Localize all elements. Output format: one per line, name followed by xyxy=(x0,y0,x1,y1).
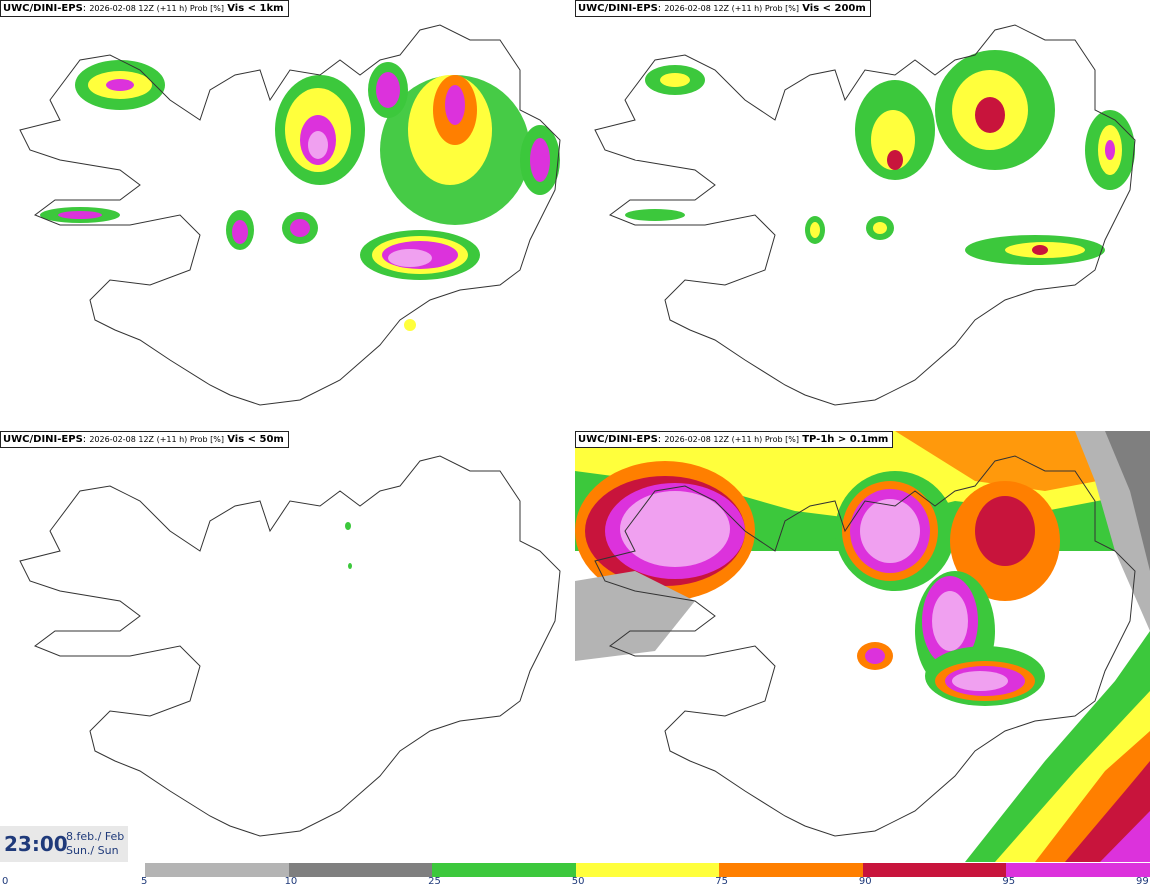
legend-tick-label: 10 xyxy=(284,876,298,887)
legend-tick-label: 5 xyxy=(141,876,148,887)
map-panel-vis-200m: UWC/DINI-EPS: 2026-02-08 12Z (+11 h) Pro… xyxy=(575,0,1150,431)
legend-swatch xyxy=(862,863,1007,877)
coastline xyxy=(594,455,1136,837)
panel-title: UWC/DINI-EPS: 2026-02-08 12Z (+11 h) Pro… xyxy=(575,0,871,17)
legend-swatch xyxy=(719,863,863,877)
valid-date: 8.feb./ Feb Sun./ Sun xyxy=(66,830,124,858)
legend-tick-label: 0 xyxy=(2,876,9,887)
map-vis-50m xyxy=(19,455,561,837)
model-name: UWC/DINI-EPS xyxy=(578,3,658,14)
valid-time: 23:00 xyxy=(4,832,68,856)
map-panel-vis-1km: UWC/DINI-EPS: 2026-02-08 12Z (+11 h) Pro… xyxy=(0,0,575,431)
parameter-label: Vis < 50m xyxy=(227,434,284,445)
probability-field xyxy=(40,60,560,331)
parameter-label: Vis < 1km xyxy=(227,3,284,14)
legend-tick-label: 90 xyxy=(858,876,872,887)
probability-field xyxy=(625,50,1135,265)
run-info: 2026-02-08 12Z (+11 h) Prob [%] xyxy=(89,4,225,13)
coastline xyxy=(19,455,561,837)
valid-date-line1: 8.feb./ Feb xyxy=(66,830,125,843)
map-vis-1km xyxy=(19,24,561,406)
legend-tick-label: 25 xyxy=(428,876,441,887)
probability-field xyxy=(575,431,1150,862)
legend-ticks: 0 5 10 25 50 75 90 95 99 xyxy=(0,876,1150,891)
valid-date-line2: Sun./ Sun xyxy=(66,844,119,857)
panel-title: UWC/DINI-EPS: 2026-02-08 12Z (+11 h) Pro… xyxy=(0,431,289,448)
legend-swatch xyxy=(145,863,289,877)
legend-swatch xyxy=(288,863,433,877)
map-panel-vis-50m: UWC/DINI-EPS: 2026-02-08 12Z (+11 h) Pro… xyxy=(0,431,575,862)
run-info: 2026-02-08 12Z (+11 h) Prob [%] xyxy=(664,4,800,13)
coastline xyxy=(19,24,561,406)
panel-title: UWC/DINI-EPS: 2026-02-08 12Z (+11 h) Pro… xyxy=(0,0,289,17)
map-panel-precip: UWC/DINI-EPS: 2026-02-08 12Z (+11 h) Pro… xyxy=(575,431,1150,862)
color-legend xyxy=(145,863,1150,877)
legend-swatch xyxy=(432,863,576,877)
parameter-label: TP-1h > 0.1mm xyxy=(802,434,889,445)
coastline xyxy=(594,24,1136,406)
model-name: UWC/DINI-EPS xyxy=(578,434,658,445)
legend-tick-label: 99 xyxy=(1136,876,1149,887)
panel-title: UWC/DINI-EPS: 2026-02-08 12Z (+11 h) Pro… xyxy=(575,431,894,448)
run-info: 2026-02-08 12Z (+11 h) Prob [%] xyxy=(89,435,225,444)
legend-swatch xyxy=(1006,863,1150,877)
map-vis-200m xyxy=(594,24,1136,406)
parameter-label: Vis < 200m xyxy=(802,3,866,14)
model-name: UWC/DINI-EPS xyxy=(3,3,83,14)
legend-swatch xyxy=(575,863,720,877)
legend-tick-label: 75 xyxy=(715,876,729,887)
model-name: UWC/DINI-EPS xyxy=(3,434,83,445)
legend-tick-label: 50 xyxy=(571,876,585,887)
run-info: 2026-02-08 12Z (+11 h) Prob [%] xyxy=(664,435,800,444)
valid-time-box: 23:00 8.feb./ Feb Sun./ Sun xyxy=(0,826,128,862)
map-precip xyxy=(575,431,1150,862)
legend-tick-label: 95 xyxy=(1002,876,1016,887)
